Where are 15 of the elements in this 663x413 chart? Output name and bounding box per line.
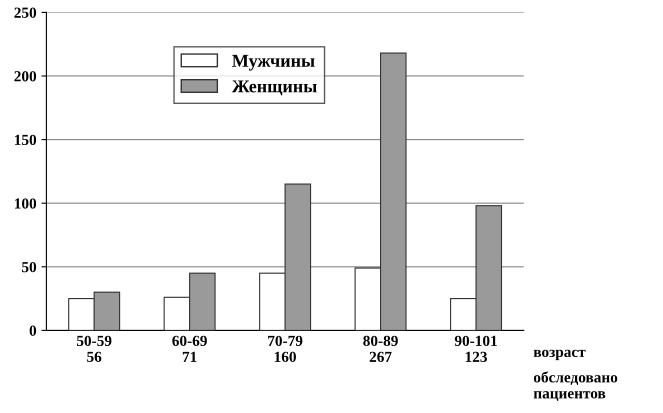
y-tick-label: 50	[22, 262, 36, 272]
x-tick-label: 70-79 160	[268, 336, 302, 362]
x-tick-label: 50-59 56	[76, 336, 112, 362]
y-tick-label: 0	[30, 326, 36, 336]
legend-label: Женщины	[232, 80, 317, 96]
x-tick-label: 60-69 71	[172, 336, 207, 362]
y-tick-label: 200	[14, 71, 36, 82]
x-tick-label: 90-101 123	[454, 336, 497, 362]
text: обследовано пациентов	[534, 371, 618, 401]
text: возраст	[534, 350, 586, 360]
y-tick-label: 100	[14, 198, 36, 209]
y-tick-label: 250	[14, 8, 36, 18]
x-tick-label: 80-89 267	[363, 336, 398, 362]
legend-label: Мужчины	[232, 54, 315, 71]
y-tick-label: 150	[14, 134, 36, 146]
